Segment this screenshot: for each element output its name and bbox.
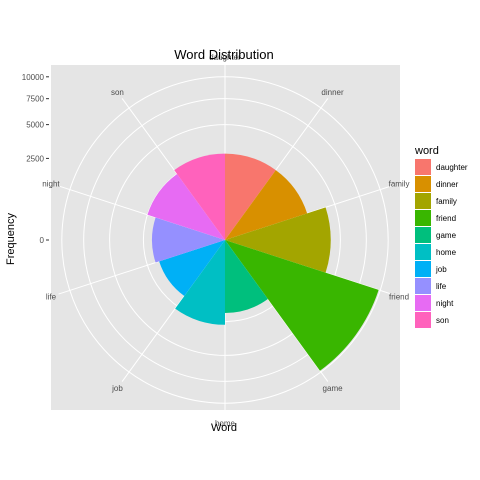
x-tick-labels: daughter dinner family friend game home job lif…: [42, 53, 409, 428]
x-tick-label: game: [323, 384, 344, 393]
y-tick-label: 0: [40, 236, 45, 245]
y-tick-label: 5000: [26, 121, 44, 130]
legend-swatch: [415, 176, 431, 192]
y-axis-label: Frequency: [5, 213, 17, 265]
legend-label: family: [436, 197, 457, 206]
bar-home: [175, 240, 225, 325]
bar-son: [174, 153, 225, 240]
y-tick-labels: 0 2500 5000 7500 10000: [22, 73, 49, 245]
legend-swatch: [415, 227, 431, 243]
bar-life: [152, 217, 225, 263]
legend-label: life: [436, 282, 447, 291]
legend-swatch: [415, 278, 431, 294]
legend-label: game: [436, 231, 457, 240]
legend-swatch: [415, 159, 431, 175]
legend-label: home: [436, 248, 457, 257]
legend-swatch: [415, 210, 431, 226]
legend-label: daughter: [436, 163, 468, 172]
bar-dinner: [225, 170, 308, 240]
x-axis-label: Word: [211, 422, 237, 434]
x-tick-label: daughter: [209, 53, 241, 62]
legend-swatch: [415, 244, 431, 260]
legend-swatch: [415, 295, 431, 311]
bar-game: [225, 240, 268, 313]
x-tick-label: family: [389, 179, 410, 188]
legend-swatch: [415, 193, 431, 209]
bar-friend: [225, 240, 379, 371]
x-tick-label: night: [42, 179, 60, 188]
x-tick-label: home: [215, 419, 236, 428]
bars: [147, 153, 379, 371]
bar-job: [159, 240, 225, 297]
x-tick-label: son: [111, 88, 124, 97]
legend-label: night: [436, 299, 454, 308]
bar-family: [225, 207, 331, 273]
legend-swatch: [415, 261, 431, 277]
y-tick-label: 10000: [22, 73, 45, 82]
legend-label: friend: [436, 214, 456, 223]
chart-title: Word Distribution: [174, 47, 273, 62]
x-tick-label: dinner: [321, 88, 344, 97]
x-tick-label: life: [46, 293, 57, 302]
legend-swatch: [415, 312, 431, 328]
legend-title: word: [414, 145, 439, 157]
y-tick-label: 2500: [26, 154, 44, 163]
x-tick-label: job: [111, 384, 123, 393]
legend-label: dinner: [436, 180, 459, 189]
legend-label: son: [436, 316, 449, 325]
y-tick-label: 7500: [26, 95, 44, 104]
bar-daughter: [225, 153, 276, 240]
x-tick-label: friend: [389, 293, 409, 302]
bar-night: [147, 173, 225, 240]
legend: word daughter dinner family friend game home j…: [414, 145, 468, 328]
legend-label: job: [435, 265, 447, 274]
